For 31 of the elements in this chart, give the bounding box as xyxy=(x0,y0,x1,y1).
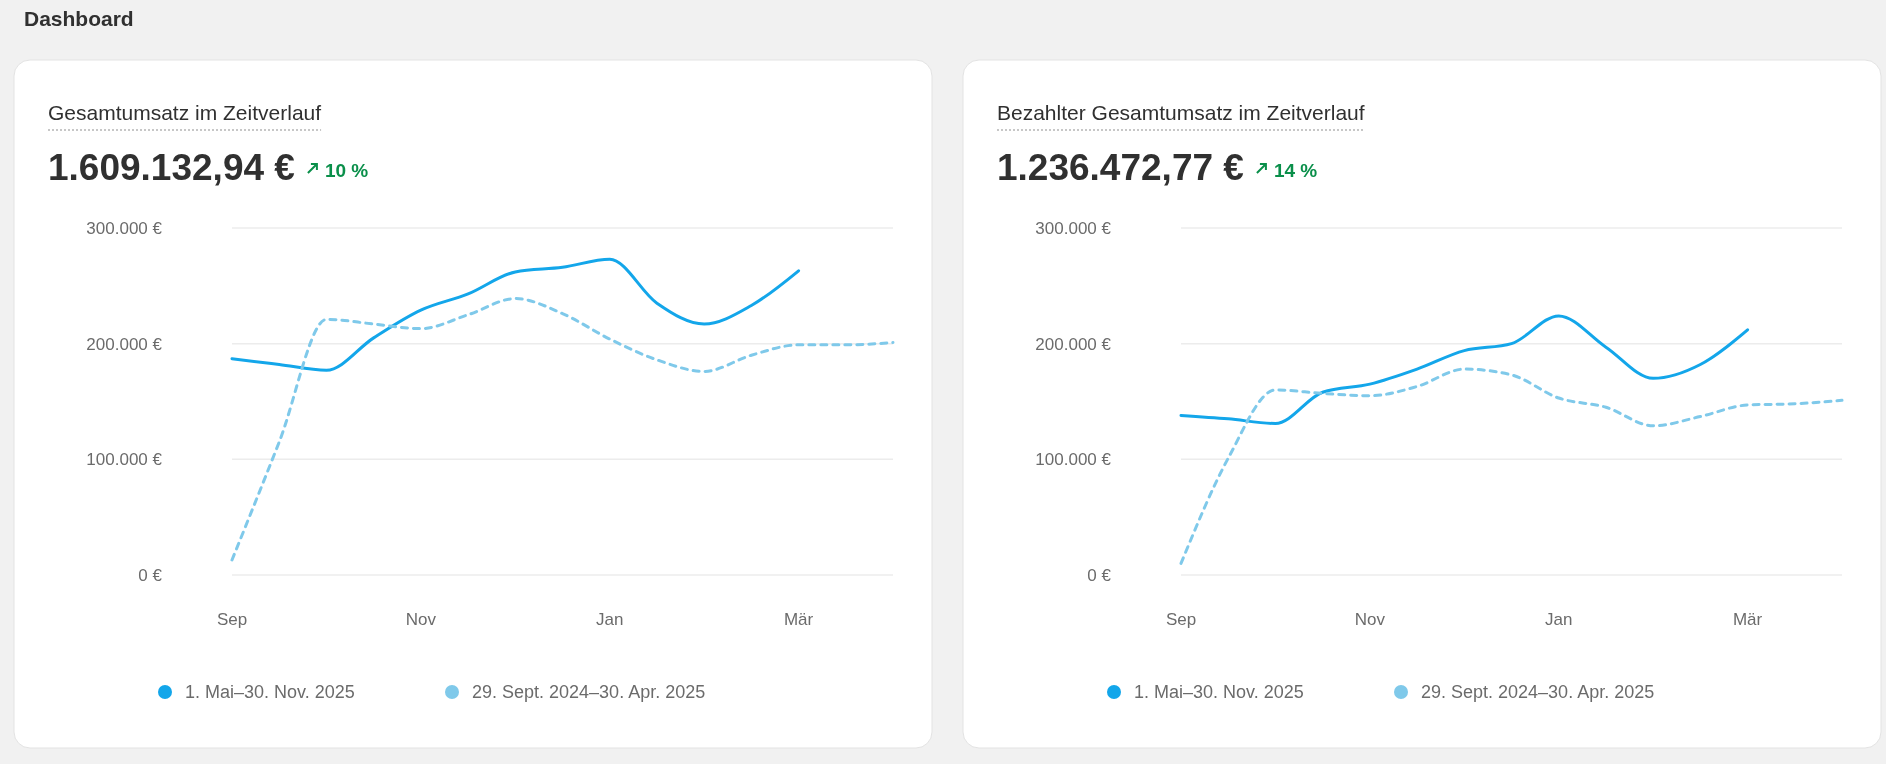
x-tick-label: Mär xyxy=(1732,610,1763,629)
y-tick-label: 300.000 € xyxy=(1035,219,1112,238)
y-tick-label: 0 € xyxy=(138,566,163,585)
y-tick-label: 300.000 € xyxy=(86,219,163,238)
x-tick-label: Mär xyxy=(783,610,814,629)
line-series xyxy=(1179,314,1750,425)
legend-label: 1. Mai–30. Nov. 2025 xyxy=(1134,682,1304,702)
text: 14 % xyxy=(1273,160,1318,181)
y-tick-label: 200.000 € xyxy=(86,334,163,354)
x-tick-label: Nov xyxy=(405,610,437,629)
line-series xyxy=(230,297,895,562)
y-tick-label: 100.000 € xyxy=(86,450,163,470)
chart-subtitle: 1.236.472,77 € xyxy=(997,147,1244,188)
legend-label: 29. Sept. 2024–30. Apr. 2025 xyxy=(472,682,706,702)
x-tick-label: Sep xyxy=(1165,610,1197,629)
legend-label: 29. Sept. 2024–30. Apr. 2025 xyxy=(1421,682,1655,702)
line-series xyxy=(230,257,801,372)
chart-subtitle: 1.609.132,94 € xyxy=(48,147,295,188)
line-series xyxy=(1179,367,1844,565)
legend-label: 1. Mai–30. Nov. 2025 xyxy=(185,682,355,702)
text: 10 % xyxy=(324,160,369,181)
x-tick-label: Jan xyxy=(596,610,624,629)
y-tick-label: 100.000 € xyxy=(1035,450,1112,470)
chart-title: Bezahlter Gesamtumsatz im Zeitverlauf xyxy=(997,101,1365,124)
text: Dashboard xyxy=(24,7,134,30)
chart-title: Gesamtumsatz im Zeitverlauf xyxy=(48,101,322,124)
y-tick-label: 200.000 € xyxy=(1035,334,1112,354)
x-tick-label: Nov xyxy=(1354,610,1386,629)
x-tick-label: Sep xyxy=(216,610,248,629)
x-tick-label: Jan xyxy=(1545,610,1573,629)
y-tick-label: 0 € xyxy=(1087,566,1112,585)
